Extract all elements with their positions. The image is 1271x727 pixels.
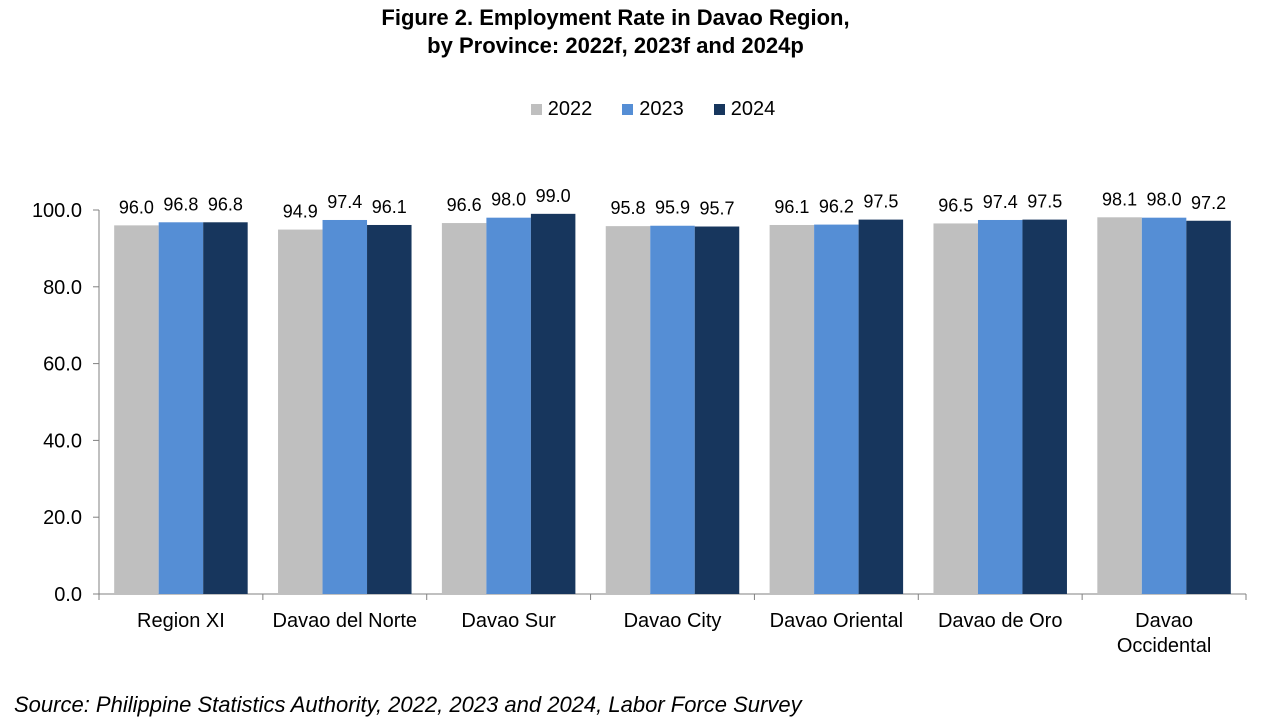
category-label: Davao Sur — [461, 610, 556, 632]
data-label: 95.9 — [655, 198, 690, 218]
category-label: Davao City — [624, 610, 722, 632]
legend-item-2023: 2023 — [622, 98, 684, 121]
bar-2022 — [441, 223, 487, 594]
data-label: 96.1 — [372, 197, 407, 217]
bar-2022 — [605, 226, 651, 595]
bar-2022 — [114, 225, 159, 595]
legend-swatch-2024 — [713, 104, 725, 115]
source-note: Source: Philippine Statistics Authority,… — [14, 692, 802, 717]
y-tick-label: 0.0 — [54, 584, 82, 606]
chart-title: Figure 2. Employment Rate in Davao Regio… — [0, 4, 1231, 60]
bar-2024 — [1022, 219, 1067, 594]
bar-2024 — [858, 219, 904, 594]
data-label: 98.1 — [1102, 189, 1137, 209]
bar-2023 — [977, 219, 1023, 594]
data-label: 95.7 — [699, 199, 734, 219]
legend-item-2022: 2022 — [530, 98, 593, 121]
legend-label-2024: 2024 — [730, 98, 776, 120]
legend-label-2023: 2023 — [639, 98, 684, 120]
bar-2024 — [694, 226, 740, 594]
bar-2022 — [278, 229, 323, 595]
data-label: 96.0 — [119, 197, 154, 217]
data-label: 94.9 — [283, 202, 318, 222]
bar-2024 — [203, 222, 248, 594]
category-label: Davao del Norte — [273, 610, 418, 632]
bar-2022 — [769, 224, 815, 594]
bar-2024 — [1186, 220, 1231, 594]
chart-title-line-1: Figure 2. Employment Rate in Davao Regio… — [381, 5, 850, 30]
category-label: Davao — [1135, 610, 1193, 632]
category-label: Region XI — [137, 610, 225, 632]
legend-swatch-2023 — [622, 104, 634, 115]
bar-2022 — [933, 223, 978, 594]
legend-label-2022: 2022 — [547, 98, 593, 120]
bar-chart-plot: 0.0 20.0 40.0 60.0 80.0 100.0 96.0 96.8 96.8 Regi… — [32, 186, 1247, 657]
data-label: 96.2 — [819, 197, 854, 217]
data-label: 97.4 — [327, 192, 362, 212]
data-label: 95.8 — [610, 198, 645, 218]
bar-2023 — [1141, 217, 1187, 594]
data-label: 97.5 — [1027, 192, 1062, 212]
data-label: 96.8 — [163, 194, 198, 214]
data-label: 99.0 — [536, 186, 571, 206]
bar-2022 — [1097, 217, 1142, 594]
data-label: 98.0 — [491, 190, 526, 210]
y-tick-label: 20.0 — [43, 507, 82, 529]
bar-2023 — [814, 224, 859, 595]
bar-2024 — [530, 213, 576, 594]
category-label: Davao de Oro — [938, 610, 1063, 632]
data-label: 98.0 — [1147, 190, 1182, 210]
y-tick-label: 60.0 — [43, 354, 82, 376]
legend: 2022 2023 2024 — [0, 98, 1271, 121]
chart-title-line-2: by Province: 2022f, 2023f and 2024p — [427, 33, 804, 58]
data-label: 96.8 — [208, 194, 243, 214]
category-label: Davao Oriental — [770, 610, 903, 632]
data-label: 96.5 — [938, 195, 973, 215]
y-tick-label: 40.0 — [43, 430, 82, 452]
y-tick-label: 80.0 — [43, 277, 82, 299]
data-label: 96.6 — [447, 195, 482, 215]
legend-item-2024: 2024 — [713, 98, 776, 121]
bar-2024 — [367, 224, 412, 594]
legend-swatch-2022 — [530, 104, 542, 115]
bar-2023 — [650, 225, 695, 594]
bar-2023 — [322, 219, 368, 594]
data-label: 97.4 — [983, 192, 1018, 212]
data-label: 97.5 — [863, 192, 898, 212]
bar-2023 — [486, 217, 531, 594]
category-label: Occidental — [1117, 635, 1212, 657]
y-tick-label: 100.0 — [32, 200, 82, 222]
data-label: 96.1 — [774, 197, 809, 217]
bar-2023 — [158, 222, 204, 594]
data-label: 97.2 — [1191, 193, 1226, 213]
